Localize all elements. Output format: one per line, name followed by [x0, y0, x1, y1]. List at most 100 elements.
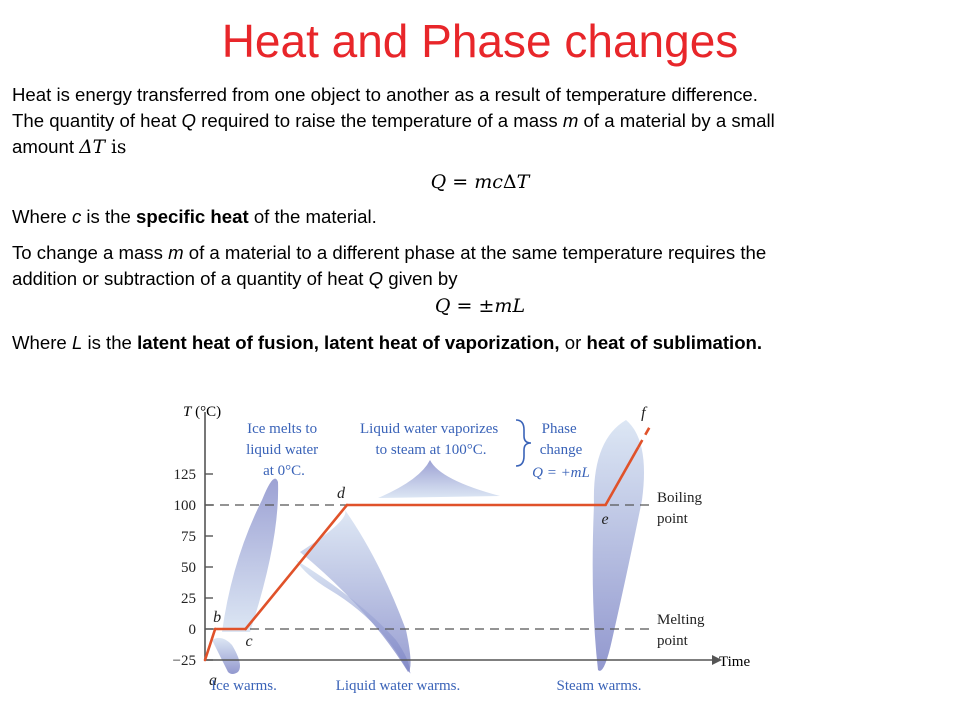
paragraph-phase-change: To change a mass m of a material to a di…	[12, 240, 948, 292]
term-specific-heat: specific heat	[136, 206, 249, 227]
paragraph-latent-heat: Where L is the latent heat of fusion, la…	[12, 330, 948, 356]
bubble-liquid-warms-body	[300, 510, 411, 672]
boiling-point-label: Boiling point	[657, 490, 706, 527]
callout-phase-equation: Q = +mL	[532, 465, 590, 481]
y-tick-label: 25	[181, 591, 196, 607]
text-line: The quantity of heat Q required to raise…	[12, 108, 948, 134]
y-tick-label: 50	[181, 560, 196, 576]
label-steam-warms: Steam warms.	[557, 678, 642, 694]
text-run: To change a mass	[12, 242, 169, 263]
text-line: addition or subtraction of a quantity of…	[12, 266, 948, 292]
label-liquid-water-warms: Liquid water warms.	[336, 678, 461, 694]
heating-curve	[203, 423, 653, 662]
text-run: amount	[12, 136, 80, 157]
text-run: of a material to a different phase at th…	[183, 242, 767, 263]
bottom-labels: Ice warms. Liquid water warms. Steam war…	[211, 678, 641, 694]
label-line: Liquid water vaporizes	[360, 421, 498, 437]
point-label-d: d	[337, 485, 346, 502]
y-tick-label: 75	[181, 529, 196, 545]
bubble-liquid-warms	[296, 560, 411, 674]
label-line: point	[657, 633, 689, 649]
equation-latent-heat: Q = ±mL	[0, 295, 960, 317]
callout-texts: Ice melts to liquid water at 0°C. Liquid…	[246, 419, 590, 481]
y-ticks: −25 0 25 50 75 100 125	[173, 467, 213, 669]
label-line: at 0°C.	[263, 463, 305, 479]
eq-T: T	[516, 171, 530, 193]
y-tick-label: 125	[174, 467, 197, 483]
text-run: is	[105, 137, 127, 158]
callout-phase-change: Phase change	[540, 421, 583, 458]
bubble-vaporizes	[378, 460, 500, 498]
text-run: Where	[12, 332, 72, 353]
point-label-a: a	[209, 672, 217, 689]
bubble-steam-warms	[592, 420, 644, 671]
label-line: to steam at 100°C.	[376, 442, 487, 458]
text-line: amount ΔT is	[12, 134, 948, 161]
bubble-ice-warms	[212, 637, 240, 674]
y-tick-label: 0	[189, 622, 197, 638]
point-label-f: f	[641, 404, 648, 421]
eq-delta: Δ	[502, 171, 517, 193]
slide-title: Heat and Phase changes	[221, 15, 739, 67]
callout-bubbles	[212, 420, 644, 674]
text-run: of the material.	[248, 206, 377, 227]
point-label-e: e	[602, 511, 609, 528]
text-run: The quantity of heat	[12, 110, 182, 131]
label-line: Phase	[542, 421, 577, 437]
label-line: Ice melts to	[247, 421, 317, 437]
callout-ice-melts: Ice melts to liquid water at 0°C.	[246, 421, 322, 479]
brace	[515, 419, 532, 467]
paragraph-heat-definition: Heat is energy transferred from one obje…	[12, 82, 948, 161]
callout-vaporizes: Liquid water vaporizes to steam at 100°C…	[360, 421, 502, 458]
y-tick-label: 100	[174, 498, 197, 514]
text-run: of a material by a small	[578, 110, 775, 131]
label-ice-warms: Ice warms.	[211, 678, 277, 694]
label-line: Melting	[657, 612, 705, 628]
var-delta-T: ΔT	[79, 137, 106, 158]
point-label-c: c	[246, 633, 253, 650]
term-latent-heats: latent heat of fusion, latent heat of va…	[137, 332, 560, 353]
text-run: or	[559, 332, 587, 353]
eq-equals: =	[450, 295, 479, 317]
label-line: point	[657, 511, 689, 527]
x-axis-label: Time	[719, 654, 750, 670]
y-axis-label-unit: (°C)	[191, 404, 221, 420]
point-labels: a b c d e f	[209, 404, 648, 689]
var-c: c	[71, 206, 82, 227]
var-Q: Q	[181, 110, 196, 131]
curve-segment-dashed	[637, 423, 653, 448]
label-line: liquid water	[246, 442, 318, 458]
paragraph-specific-heat: Where c is the specific heat of the mate…	[12, 204, 948, 230]
text-run: required to raise the temperature of a m…	[196, 110, 563, 131]
eq-mc: mc	[474, 171, 503, 193]
eq-plus-minus: ±	[478, 295, 495, 317]
var-Q: Q	[368, 268, 384, 289]
y-axis-label-var: T	[183, 404, 193, 420]
text-line: To change a mass m of a material to a di…	[12, 240, 948, 266]
label-line: Boiling	[657, 490, 703, 506]
eq-Q: Q	[434, 295, 451, 317]
eq-mL: mL	[494, 295, 526, 317]
text-line: Heat is energy transferred from one obje…	[12, 82, 948, 108]
curve-segment	[203, 627, 217, 662]
var-m: m	[168, 242, 184, 263]
curve-segment	[244, 503, 349, 631]
text-run: given by	[383, 268, 458, 289]
text-run: Where	[12, 206, 72, 227]
melting-point-label: Melting point	[657, 612, 708, 649]
equation-heat: Q = mcΔT	[0, 171, 960, 193]
var-m: m	[562, 110, 579, 131]
curve-segment	[604, 446, 640, 506]
x-axis-arrow	[712, 655, 722, 665]
point-label-b: b	[213, 609, 221, 626]
eq-equals: =	[446, 171, 475, 193]
text-run: is the	[81, 206, 137, 227]
label-line: change	[540, 442, 583, 458]
bubble-ice-melts	[222, 478, 279, 632]
var-L: L	[71, 332, 83, 353]
text-run: Heat is energy transferred from one obje…	[12, 84, 758, 105]
term-heat-of-sublimation: heat of sublimation.	[586, 332, 763, 353]
y-axis-label: T (°C)	[183, 404, 221, 420]
text-run: is the	[82, 332, 138, 353]
